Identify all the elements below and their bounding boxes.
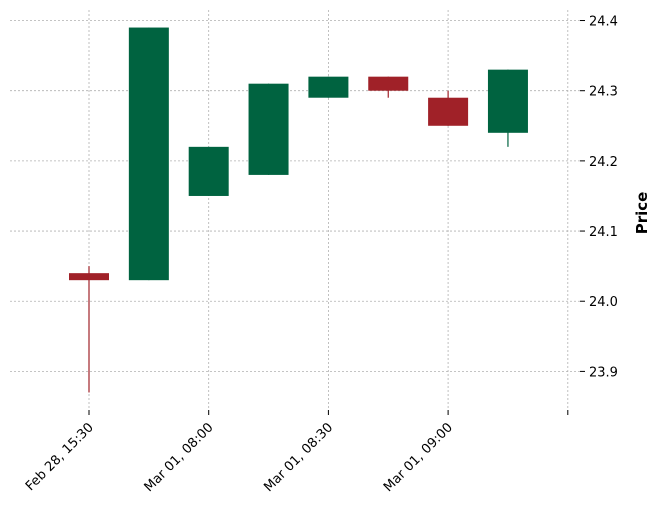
candle-body	[128, 27, 169, 281]
x-tick-label: Mar 01, 08:30	[261, 420, 336, 495]
x-tick-label: Mar 01, 08:00	[142, 420, 217, 495]
grid	[10, 10, 580, 410]
x-tick-label: Feb 28, 15:30	[23, 420, 97, 494]
candle-body	[248, 83, 289, 175]
y-tick-label: 24.2	[589, 155, 618, 170]
x-tick-label: Mar 01, 09:00	[381, 420, 456, 495]
y-tick-label: 24.1	[589, 225, 618, 240]
y-tick-label: 23.9	[589, 365, 618, 380]
candle-body	[368, 76, 409, 91]
candles	[69, 27, 528, 393]
y-tick-label: 24.0	[589, 295, 618, 310]
candle-body	[188, 146, 229, 196]
y-axis-title: Price	[633, 192, 651, 235]
candle-body	[487, 69, 528, 133]
candle-body	[69, 273, 109, 281]
candle-body	[308, 76, 349, 98]
candle-body	[428, 97, 469, 126]
y-tick-label: 24.4	[589, 15, 618, 30]
y-tick-label: 24.3	[589, 85, 618, 100]
